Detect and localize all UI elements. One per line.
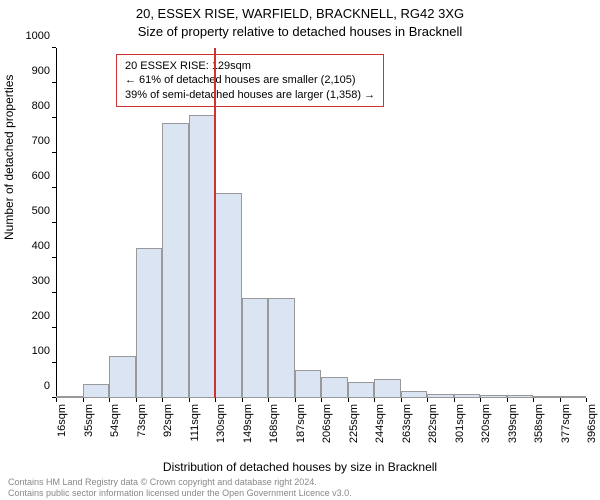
chart-container: 20, ESSEX RISE, WARFIELD, BRACKNELL, RG4… [0, 0, 600, 500]
histogram-bar [295, 370, 322, 398]
histogram-bar [56, 396, 83, 398]
x-tick-mark [586, 398, 587, 402]
x-tick-label: 358sqm [533, 404, 545, 443]
x-tick-mark [56, 398, 57, 402]
footer-line-2: Contains public sector information licen… [8, 488, 592, 498]
histogram-bar [321, 377, 348, 398]
page-title-address: 20, ESSEX RISE, WARFIELD, BRACKNELL, RG4… [0, 6, 600, 21]
x-tick-label: 149sqm [242, 404, 254, 443]
footer-line-1: Contains HM Land Registry data © Crown c… [8, 477, 592, 487]
x-tick-label: 282sqm [427, 404, 439, 443]
x-tick-mark [242, 398, 243, 402]
x-tick-mark [136, 398, 137, 402]
y-tick-mark [52, 187, 56, 188]
y-tick-mark [52, 362, 56, 363]
x-tick-mark [109, 398, 110, 402]
x-tick-label: 263sqm [401, 404, 413, 443]
x-tick-mark [427, 398, 428, 402]
x-tick-label: 339sqm [507, 404, 519, 443]
y-tick-label: 100 [32, 345, 50, 357]
x-tick-label: 377sqm [560, 404, 572, 443]
annotation-line-3: 39% of semi-detached houses are larger (… [125, 88, 375, 102]
x-tick-mark [401, 398, 402, 402]
property-marker-line [214, 48, 216, 398]
y-tick-label: 700 [32, 135, 50, 147]
histogram-bar [507, 395, 534, 398]
x-tick-label: 206sqm [321, 404, 333, 443]
histogram-bar [401, 391, 428, 398]
x-tick-label: 16sqm [56, 404, 68, 437]
x-tick-label: 301sqm [454, 404, 466, 443]
histogram-bar [109, 356, 136, 398]
page-subtitle: Size of property relative to detached ho… [0, 24, 600, 39]
histogram-bar [480, 395, 507, 399]
annotation-line-2: ← 61% of detached houses are smaller (2,… [125, 73, 375, 87]
histogram-bar [454, 394, 481, 398]
y-tick-label: 300 [32, 275, 50, 287]
y-tick-mark [52, 47, 56, 48]
x-tick-label: 320sqm [480, 404, 492, 443]
y-axis-label: Number of detached properties [2, 75, 16, 240]
x-tick-mark [454, 398, 455, 402]
x-tick-label: 54sqm [109, 404, 121, 437]
y-tick-mark [52, 82, 56, 83]
x-tick-mark [374, 398, 375, 402]
x-tick-mark [348, 398, 349, 402]
x-tick-label: 35sqm [83, 404, 95, 437]
histogram-bar [533, 396, 560, 398]
x-tick-mark [295, 398, 296, 402]
x-tick-mark [162, 398, 163, 402]
footer-attribution: Contains HM Land Registry data © Crown c… [8, 477, 592, 498]
y-tick-label: 800 [32, 100, 50, 112]
histogram-bar [189, 115, 216, 399]
y-tick-label: 400 [32, 240, 50, 252]
histogram-bar [268, 298, 295, 398]
x-tick-label: 111sqm [189, 404, 201, 442]
x-tick-mark [507, 398, 508, 402]
y-tick-label: 200 [32, 310, 50, 322]
annotation-line-1: 20 ESSEX RISE: 129sqm [125, 59, 375, 73]
histogram-bar [242, 298, 269, 398]
histogram-bar [427, 394, 454, 398]
x-tick-label: 92sqm [162, 404, 174, 437]
y-tick-mark [52, 152, 56, 153]
annotation-box: 20 ESSEX RISE: 129sqm ← 61% of detached … [116, 54, 384, 107]
x-axis-label: Distribution of detached houses by size … [0, 460, 600, 474]
y-tick-label: 900 [32, 65, 50, 77]
x-tick-label: 187sqm [295, 404, 307, 443]
histogram-bar [560, 396, 587, 398]
x-tick-label: 73sqm [136, 404, 148, 437]
x-tick-mark [268, 398, 269, 402]
x-tick-label: 130sqm [215, 404, 227, 443]
histogram-plot: 20 ESSEX RISE: 129sqm ← 61% of detached … [56, 48, 586, 398]
y-tick-mark [52, 327, 56, 328]
y-tick-label: 0 [44, 380, 50, 392]
x-tick-label: 244sqm [374, 404, 386, 443]
x-tick-mark [560, 398, 561, 402]
x-tick-mark [83, 398, 84, 402]
y-tick-mark [52, 222, 56, 223]
x-tick-mark [533, 398, 534, 402]
histogram-bar [136, 248, 163, 399]
histogram-bar [215, 193, 242, 398]
histogram-bar [83, 384, 110, 398]
x-tick-mark [480, 398, 481, 402]
x-tick-mark [189, 398, 190, 402]
histogram-bar [374, 379, 401, 398]
histogram-bar [162, 123, 189, 398]
x-tick-label: 396sqm [586, 404, 598, 443]
y-tick-mark [52, 257, 56, 258]
x-tick-label: 225sqm [348, 404, 360, 443]
x-tick-label: 168sqm [268, 404, 280, 443]
histogram-bar [348, 382, 375, 398]
x-tick-mark [321, 398, 322, 402]
y-tick-mark [52, 117, 56, 118]
y-tick-label: 600 [32, 170, 50, 182]
y-tick-mark [52, 292, 56, 293]
y-tick-label: 500 [32, 205, 50, 217]
y-tick-label: 1000 [26, 30, 50, 42]
x-tick-mark [215, 398, 216, 402]
